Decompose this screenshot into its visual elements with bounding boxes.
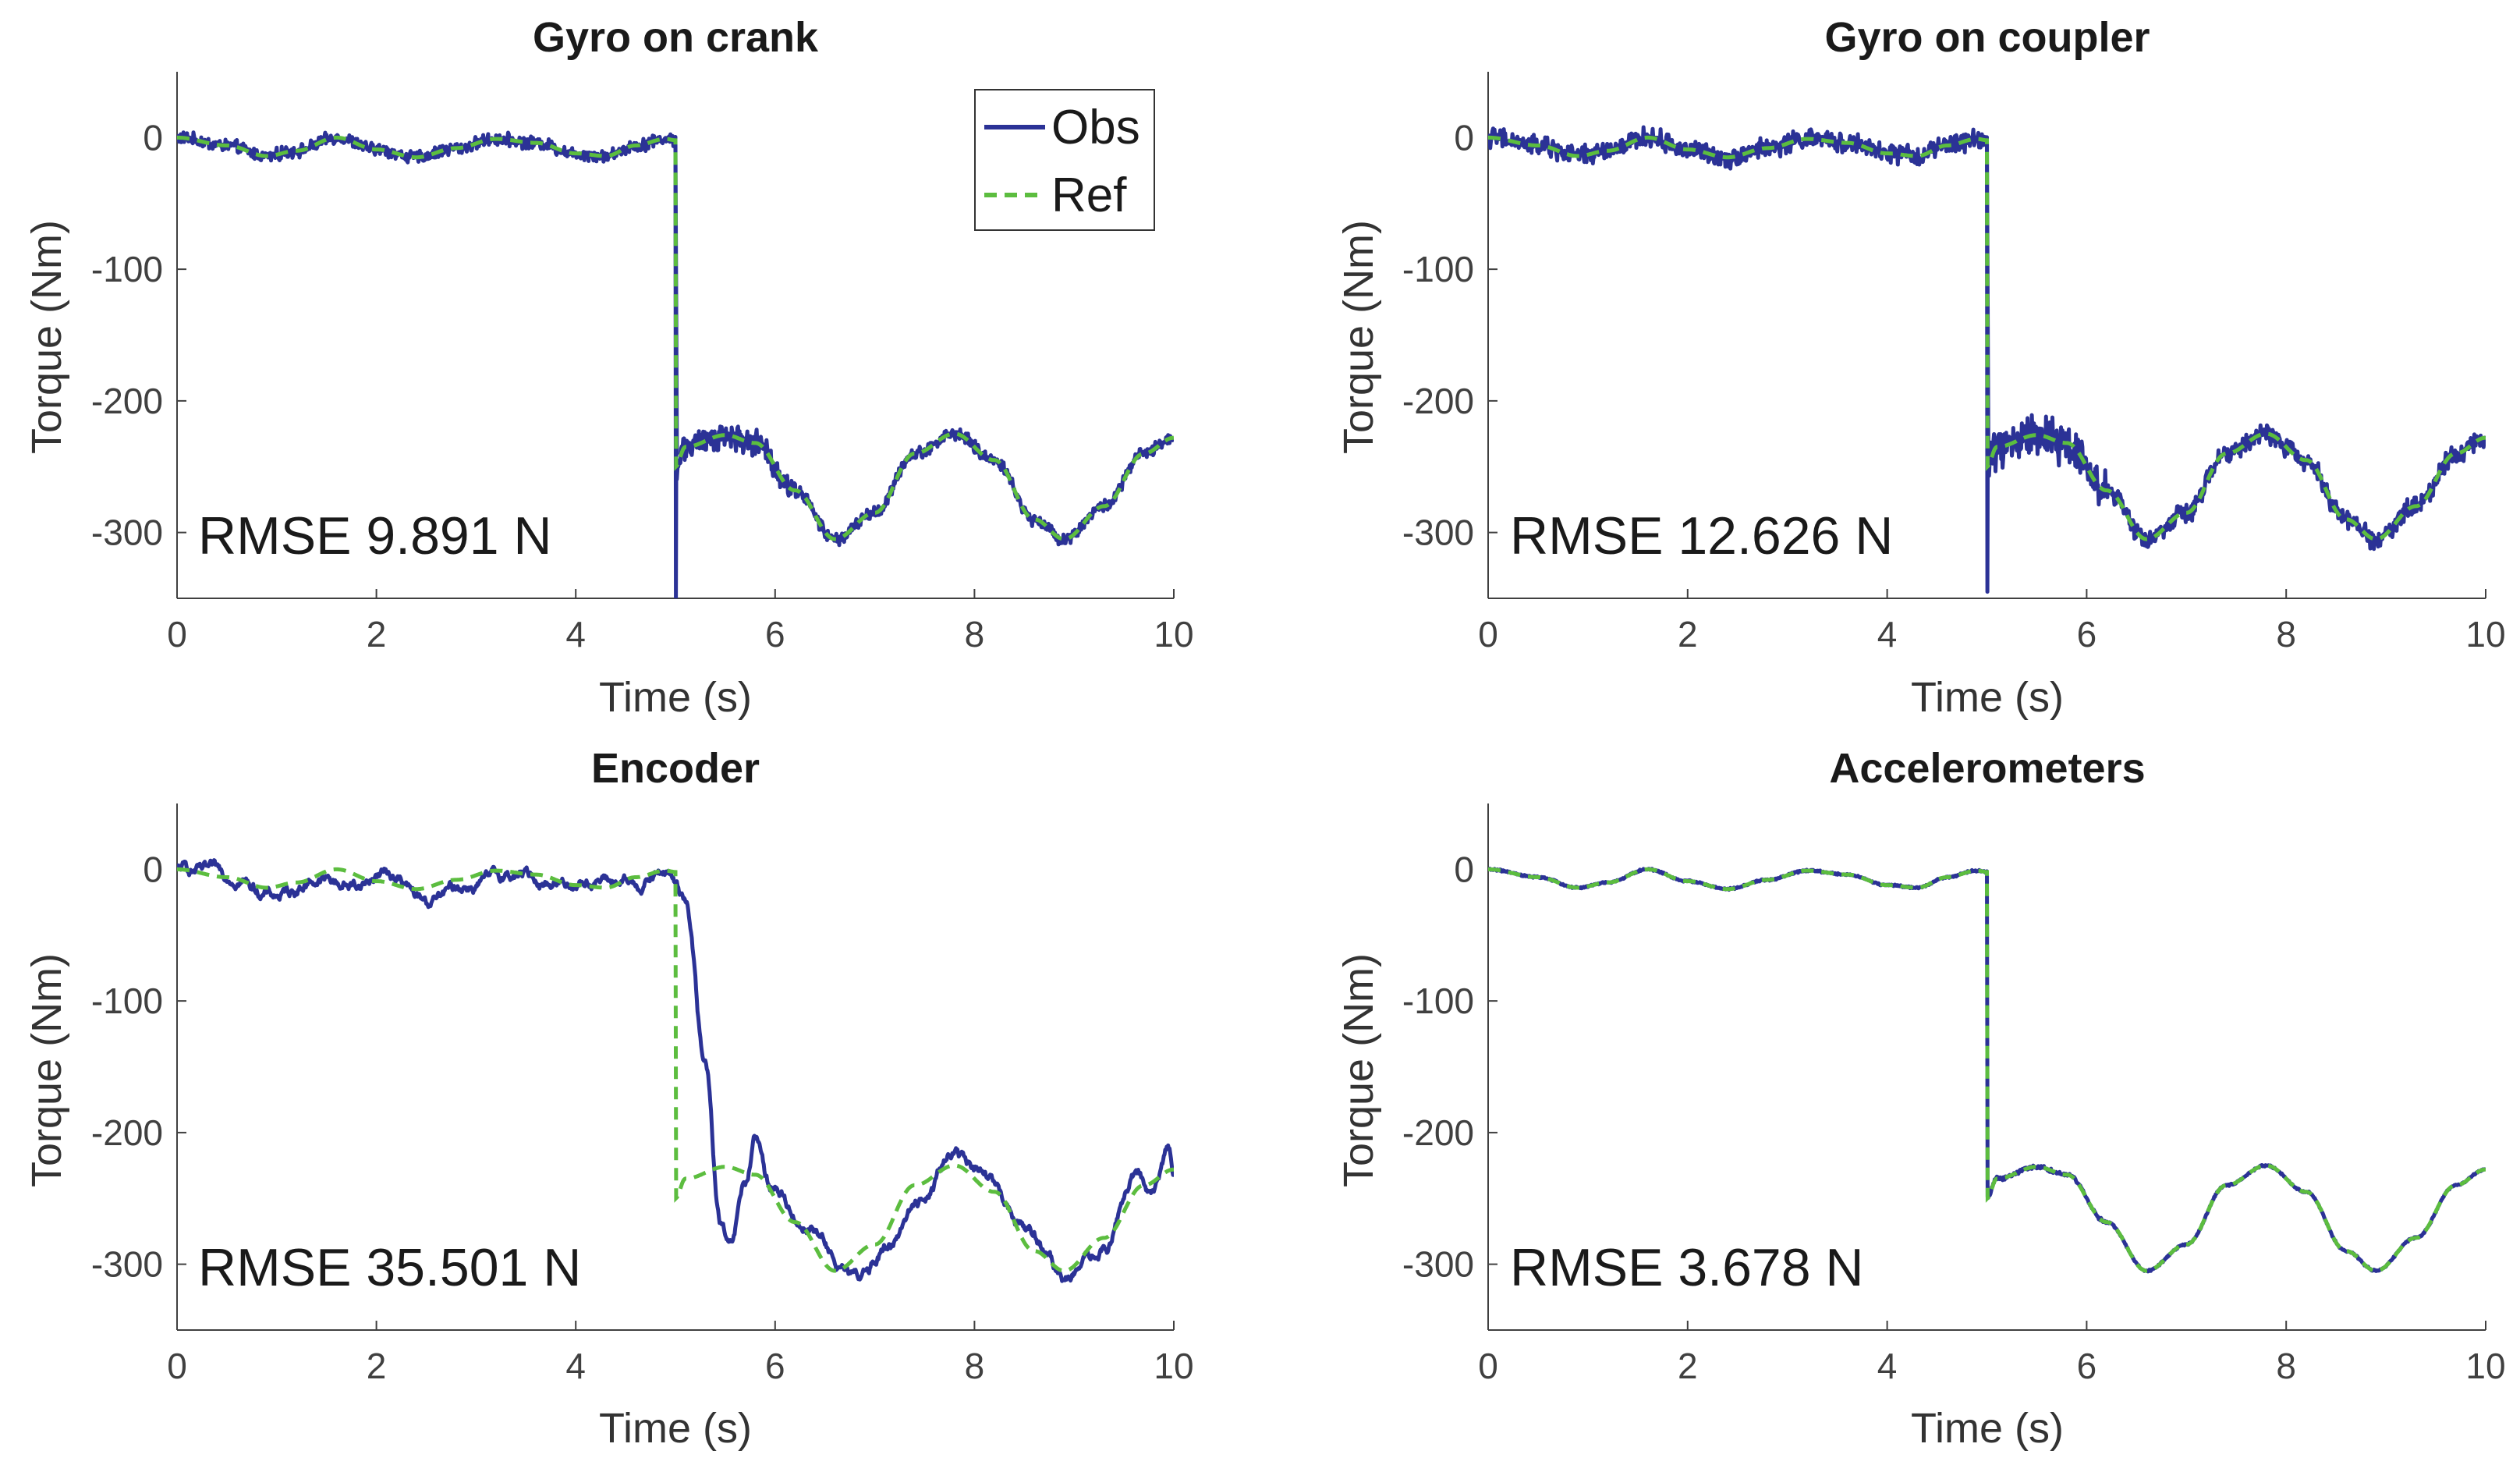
x-tick-label: 10 bbox=[2465, 1346, 2505, 1386]
x-tick-label: 10 bbox=[2465, 614, 2505, 654]
x-tick-label: 4 bbox=[565, 614, 586, 654]
x-tick-label: 8 bbox=[2276, 614, 2296, 654]
rmse-annotation: RMSE 3.678 N bbox=[1510, 1238, 1864, 1297]
y-tick-label: -100 bbox=[1402, 981, 1474, 1021]
rmse-annotation: RMSE 12.626 N bbox=[1510, 506, 1893, 566]
x-tick-label: 2 bbox=[1678, 614, 1698, 654]
series-ref-line bbox=[1488, 135, 2486, 541]
y-tick-label: -300 bbox=[91, 1244, 163, 1285]
y-tick-label: 0 bbox=[143, 117, 163, 158]
y-tick-label: -300 bbox=[1402, 1244, 1474, 1285]
x-tick-label: 8 bbox=[965, 614, 985, 654]
y-axis-label: Torque (Nm) bbox=[1335, 953, 1382, 1187]
x-tick-label: 2 bbox=[367, 614, 387, 654]
x-tick-label: 2 bbox=[367, 1346, 387, 1386]
y-axis-label: Torque (Nm) bbox=[23, 220, 70, 454]
x-tick-label: 6 bbox=[2077, 614, 2097, 654]
panel-title: Gyro on crank bbox=[533, 14, 819, 61]
panel-gyro-on-crank: Gyro on crank Time (s) Torque (Nm) RMSE … bbox=[23, 14, 1194, 721]
y-tick-label: -200 bbox=[91, 381, 163, 421]
series-ref-line bbox=[177, 867, 1174, 1273]
y-tick-label: 0 bbox=[143, 849, 163, 889]
y-tick-label: -300 bbox=[1402, 513, 1474, 553]
y-tick-label: 0 bbox=[1454, 117, 1474, 158]
x-tick-label: 0 bbox=[167, 614, 187, 654]
y-tick-label: -300 bbox=[91, 513, 163, 553]
legend-box bbox=[974, 89, 1155, 231]
y-tick-label: -100 bbox=[91, 981, 163, 1021]
panel-title: Encoder bbox=[591, 745, 760, 792]
y-tick-label: -200 bbox=[91, 1112, 163, 1153]
x-axis-label: Time (s) bbox=[599, 674, 752, 721]
x-axis-label: Time (s) bbox=[599, 1405, 752, 1452]
legend-ref-label: Ref bbox=[1051, 168, 1127, 222]
x-tick-label: 4 bbox=[565, 1346, 586, 1386]
y-axis-label: Torque (Nm) bbox=[1335, 220, 1382, 454]
x-tick-label: 8 bbox=[965, 1346, 985, 1386]
x-tick-label: 0 bbox=[1478, 614, 1498, 654]
x-tick-label: 10 bbox=[1154, 614, 1193, 654]
panel-accelerometers: Accelerometers Time (s) Torque (Nm) RMSE… bbox=[1335, 745, 2506, 1452]
x-tick-label: 4 bbox=[1877, 614, 1898, 654]
legend-obs-label: Obs bbox=[1051, 101, 1140, 154]
panel-gyro-on-coupler: Gyro on coupler Time (s) Torque (Nm) RMS… bbox=[1335, 14, 2506, 721]
panel-title: Gyro on coupler bbox=[1824, 14, 2150, 61]
panel-title: Accelerometers bbox=[1829, 745, 2145, 792]
x-tick-label: 2 bbox=[1678, 1346, 1698, 1386]
x-axis-label: Time (s) bbox=[1911, 674, 2064, 721]
y-tick-label: 0 bbox=[1454, 849, 1474, 889]
y-tick-label: -200 bbox=[1402, 1112, 1474, 1153]
rmse-annotation: RMSE 9.891 N bbox=[198, 506, 552, 566]
y-tick-label: -100 bbox=[1402, 249, 1474, 289]
x-tick-label: 0 bbox=[1478, 1346, 1498, 1386]
y-axis-label: Torque (Nm) bbox=[23, 953, 70, 1187]
panel-encoder: Encoder Time (s) Torque (Nm) RMSE 35.501… bbox=[23, 745, 1194, 1452]
y-tick-label: -200 bbox=[1402, 381, 1474, 421]
x-tick-label: 8 bbox=[2276, 1346, 2296, 1386]
x-tick-label: 10 bbox=[1154, 1346, 1193, 1386]
series-ref-line bbox=[1488, 867, 2486, 1273]
rmse-annotation: RMSE 35.501 N bbox=[198, 1238, 581, 1297]
x-tick-label: 6 bbox=[765, 1346, 785, 1386]
x-tick-label: 0 bbox=[167, 1346, 187, 1386]
legend: Obs Ref bbox=[974, 89, 1155, 231]
x-tick-label: 6 bbox=[765, 614, 785, 654]
x-axis-label: Time (s) bbox=[1911, 1405, 2064, 1452]
x-tick-label: 6 bbox=[2077, 1346, 2097, 1386]
series-ref-line bbox=[177, 135, 1174, 541]
y-tick-label: -100 bbox=[91, 249, 163, 289]
x-tick-label: 4 bbox=[1877, 1346, 1898, 1386]
